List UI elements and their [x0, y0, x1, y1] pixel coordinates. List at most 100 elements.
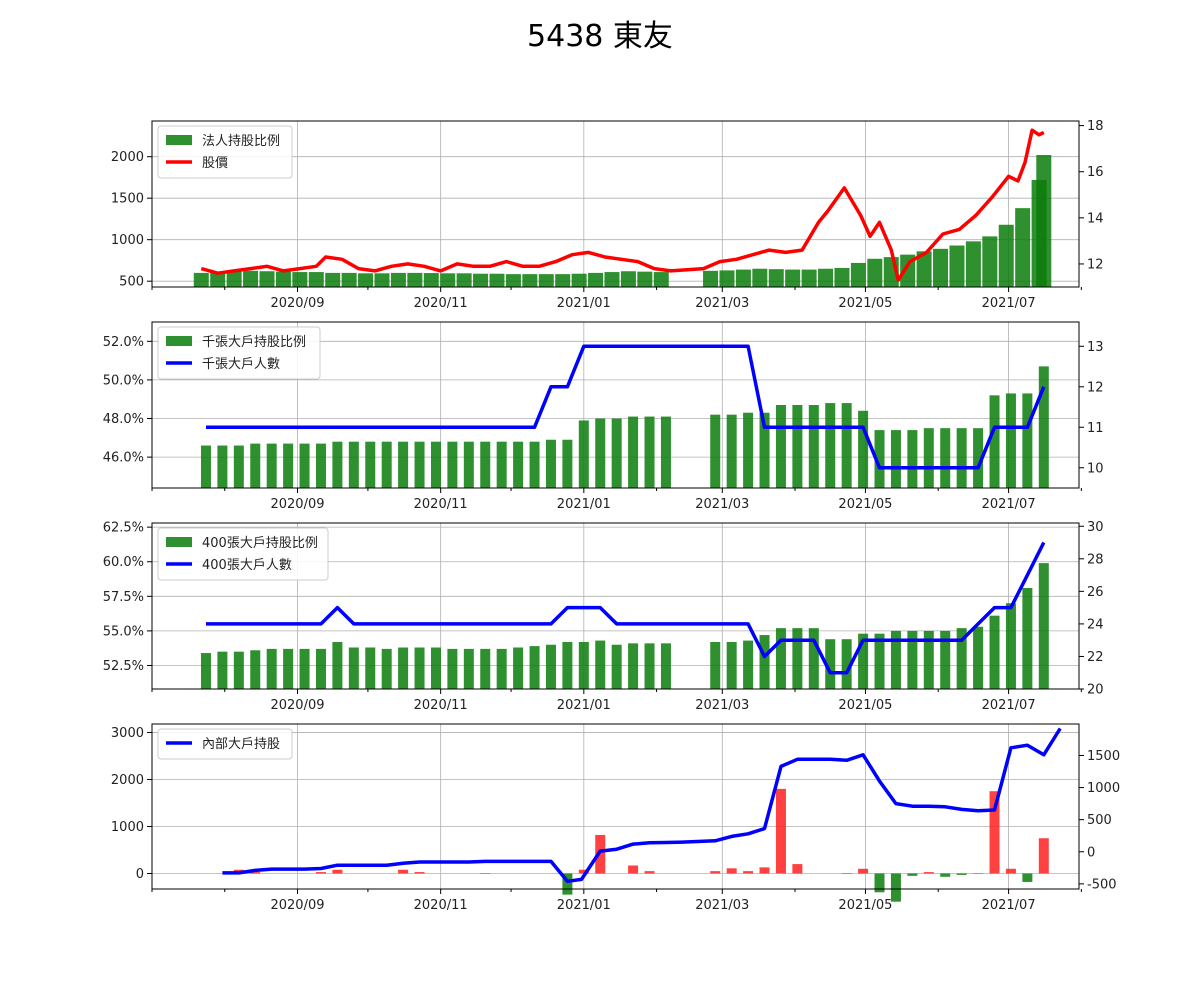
bar — [792, 864, 803, 874]
x-tick-label: 2021/01 — [557, 698, 611, 713]
y-tick-label: 50.0% — [103, 373, 144, 388]
bar — [226, 271, 242, 287]
bar — [414, 647, 425, 689]
x-tick-label: 2020/09 — [270, 698, 324, 713]
legend-box — [157, 728, 293, 760]
y2-tick-label: 500 — [1087, 813, 1112, 828]
bar — [907, 873, 918, 876]
bar — [1038, 563, 1049, 689]
bar — [259, 271, 275, 287]
x-tick-label: 2021/01 — [557, 497, 611, 512]
bar — [341, 272, 357, 287]
bar — [463, 441, 474, 488]
x-tick-label: 2021/03 — [695, 497, 749, 512]
bar — [315, 648, 326, 689]
bar — [390, 272, 406, 287]
bar — [513, 647, 524, 689]
plot-frame — [151, 321, 1080, 489]
bar — [719, 270, 735, 287]
bar — [562, 873, 573, 895]
bar — [1022, 588, 1033, 689]
y2-tick-label: 24 — [1087, 617, 1104, 632]
bar — [703, 270, 719, 287]
bar — [325, 272, 341, 287]
bar — [430, 647, 441, 689]
x-tick-label: 2020/09 — [270, 296, 324, 311]
bar — [637, 271, 653, 287]
bar — [332, 641, 343, 689]
x-tick-label: 2020/11 — [414, 296, 468, 311]
y-tick-label: 52.5% — [103, 659, 144, 674]
bar — [775, 628, 786, 689]
y2-tick-label: 1500 — [1087, 749, 1120, 764]
y2-tick-label: 30 — [1087, 520, 1104, 535]
bar — [611, 418, 622, 488]
bar — [660, 416, 671, 488]
bar — [381, 441, 392, 488]
chart-panel-2: 46.0% 48.0% 50.0% 52.0% 10 11 12 13 2020/09 2020/… — [103, 321, 1104, 512]
bar — [299, 648, 310, 689]
bar — [562, 439, 573, 488]
legend-box — [157, 527, 329, 581]
bar — [710, 414, 721, 488]
bar — [973, 873, 984, 874]
bar — [874, 633, 885, 689]
bar — [571, 273, 587, 287]
x-tick-label: 2021/05 — [838, 698, 892, 713]
bar — [283, 648, 294, 689]
y-tick-label: 60.0% — [103, 555, 144, 570]
bar — [710, 641, 721, 689]
bar — [545, 644, 556, 689]
y2-tick-label: 0 — [1087, 845, 1095, 860]
bar — [233, 445, 244, 488]
legend-label: 400張大戶人數 — [202, 558, 292, 573]
bar — [480, 873, 491, 874]
bar — [250, 872, 261, 874]
bar — [480, 648, 491, 689]
bar — [982, 236, 998, 287]
bar — [1038, 838, 1049, 874]
bar — [1005, 868, 1016, 874]
bar — [505, 274, 521, 287]
bar — [374, 273, 390, 287]
bar — [825, 639, 836, 689]
bar — [965, 241, 981, 287]
bar — [217, 445, 228, 488]
bar — [1036, 155, 1052, 287]
bar — [407, 272, 423, 287]
bar — [726, 641, 737, 689]
y2-tick-label: 1000 — [1087, 781, 1120, 796]
bar — [956, 873, 967, 875]
bar — [562, 641, 573, 689]
bar — [473, 273, 489, 287]
y-tick-label: 1000 — [111, 820, 144, 835]
y-tick-label: 1000 — [111, 233, 144, 248]
bar — [653, 272, 669, 287]
chart-panel-3: 52.5% 55.0% 57.5% 60.0% 62.5% 20 22 24 26 28 30 202… — [103, 520, 1104, 713]
bar — [365, 647, 376, 689]
x-tick-label: 2021/07 — [982, 898, 1036, 913]
y2-tick-label: 26 — [1087, 585, 1104, 600]
bar — [890, 630, 901, 689]
x-tick-label: 2021/01 — [557, 296, 611, 311]
series-line — [206, 541, 1046, 675]
bar — [628, 643, 639, 689]
series-line — [222, 727, 1062, 884]
bar — [513, 441, 524, 488]
y2-tick-label: 13 — [1087, 340, 1104, 355]
bar — [775, 405, 786, 488]
x-tick-label: 2021/07 — [982, 497, 1036, 512]
y-tick-label: 0 — [136, 867, 144, 882]
x-tick-label: 2021/01 — [557, 898, 611, 913]
bar — [759, 412, 770, 488]
x-tick-label: 2021/07 — [982, 698, 1036, 713]
x-tick-label: 2021/05 — [838, 296, 892, 311]
x-tick-label: 2021/03 — [695, 898, 749, 913]
bar — [841, 873, 852, 874]
y-tick-label: 55.0% — [103, 624, 144, 639]
bar — [217, 651, 228, 689]
bar — [940, 873, 951, 877]
bar — [456, 273, 472, 287]
bar — [522, 274, 538, 287]
x-tick-label: 2020/11 — [414, 898, 468, 913]
